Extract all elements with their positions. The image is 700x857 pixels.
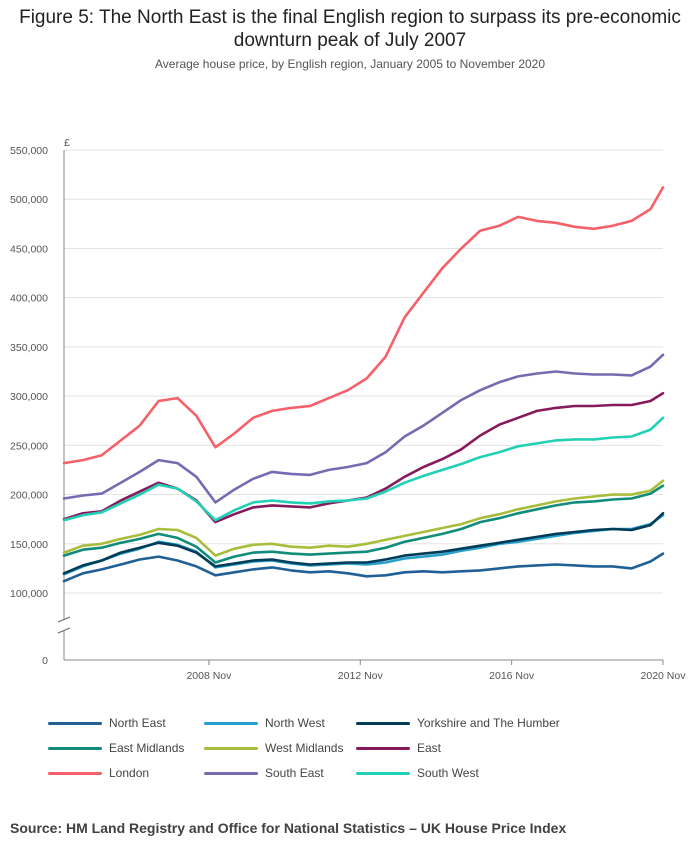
legend-swatch (356, 746, 410, 750)
series-line-london (62, 186, 665, 465)
y-tick-label: 250,000 (10, 440, 48, 452)
x-tick-label: 2008 Nov (186, 670, 232, 682)
legend-swatch (356, 771, 410, 775)
y-tick-label: 500,000 (10, 194, 48, 206)
legend-label: North East (109, 716, 166, 730)
y-tick-label: 300,000 (10, 391, 48, 403)
legend-swatch (204, 721, 258, 725)
y-tick-label: 150,000 (10, 539, 48, 551)
series-line-south-east (62, 353, 665, 504)
legend-label: East Midlands (109, 741, 185, 755)
chart-subtitle: Average house price, by English region, … (154, 57, 546, 71)
x-tick-label: 2016 Nov (489, 670, 535, 682)
legend-label: North West (265, 716, 325, 730)
axes (57, 150, 664, 665)
series-line-north-east (62, 552, 665, 583)
source-note: Source: HM Land Registry and Office for … (10, 820, 567, 836)
legend-item-east: East (356, 741, 441, 755)
legend-item-east-midlands: East Midlands (48, 741, 184, 755)
y-tick-label: 450,000 (10, 243, 48, 255)
legend-item-north-east: North East (48, 716, 166, 730)
legend-item-london: London (48, 766, 149, 780)
y-tick-label: 0 (42, 655, 48, 667)
series-line-south-west (62, 416, 665, 522)
series-line-east-midlands (62, 484, 665, 564)
legend-label: East (417, 741, 442, 755)
y-tick-label: 350,000 (10, 342, 48, 354)
legend-swatch (48, 771, 102, 775)
legend-label: South East (265, 766, 324, 780)
series-line-west-midlands (62, 479, 665, 557)
y-tick-label: 400,000 (10, 293, 48, 305)
legend-label: West Midlands (265, 741, 344, 755)
legend-swatch (356, 721, 410, 725)
series-line-yorkshire-and-the-humber (62, 511, 665, 575)
y-tick-label: 550,000 (10, 145, 48, 157)
chart-title: Figure 5: The North East is the final En… (19, 7, 681, 51)
legend-item-south-east: South East (204, 766, 324, 780)
gridlines (64, 149, 663, 594)
axis-break-mark (57, 616, 71, 623)
tick-labels: 0 100,000 150,000 200,000 250,000 300,000 350,… (10, 137, 686, 682)
legend-swatch (204, 771, 258, 775)
legend-label: London (109, 766, 150, 780)
y-tick-label: 200,000 (10, 490, 48, 502)
x-tick-label: 2012 Nov (338, 670, 384, 682)
legend-swatch (48, 721, 102, 725)
axis-break-mark (57, 627, 71, 634)
legend-item-yorkshire-and-the-humber: Yorkshire and The Humber (356, 716, 560, 730)
legend-item-south-west: South West (356, 766, 479, 780)
y-tick-label: 100,000 (10, 588, 48, 600)
legend-label: Yorkshire and The Humber (417, 716, 560, 730)
y-axis-label: £ (64, 137, 70, 149)
series-lines (62, 186, 665, 583)
legend-swatch (204, 746, 258, 750)
legend-item-west-midlands: West Midlands (204, 741, 343, 755)
x-tick-label: 2020 Nov (641, 670, 687, 682)
legend-label: South West (417, 766, 479, 780)
legend-item-north-west: North West (204, 716, 325, 730)
legend-swatch (48, 746, 102, 750)
